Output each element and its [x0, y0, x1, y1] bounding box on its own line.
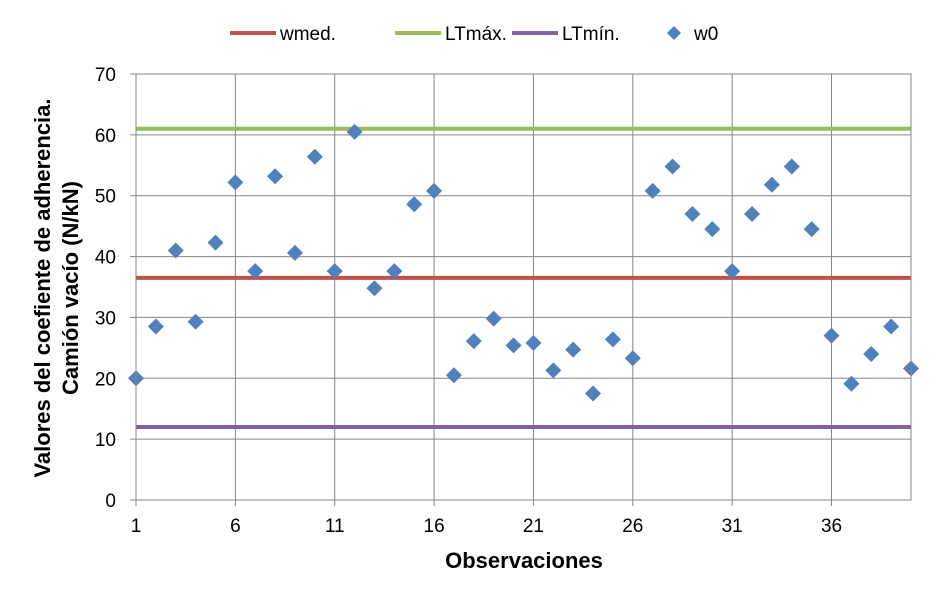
data-point — [386, 263, 403, 280]
data-point — [187, 313, 204, 330]
data-point — [823, 327, 840, 344]
reference-lines — [136, 126, 911, 429]
x-axis-title: Observaciones — [445, 548, 603, 573]
data-point — [227, 174, 244, 191]
data-point — [286, 244, 303, 261]
y-tick-label: 0 — [105, 491, 116, 512]
data-point — [406, 196, 423, 213]
x-tick-label: 16 — [424, 516, 445, 537]
data-point — [485, 310, 502, 327]
legend-label: LTmín. — [562, 24, 620, 45]
y-tick-label: 60 — [95, 126, 116, 147]
plot-border — [135, 73, 912, 501]
data-point — [346, 123, 363, 140]
data-point — [803, 221, 820, 238]
data-point — [585, 385, 602, 402]
data-point — [684, 205, 701, 222]
data-point — [207, 234, 224, 251]
legend-item: w0 — [667, 24, 718, 45]
data-point — [545, 362, 562, 379]
data-point — [326, 263, 343, 280]
y-tick-label: 10 — [95, 430, 116, 451]
data-point — [465, 333, 482, 350]
axes — [130, 73, 912, 506]
x-tick-label: 21 — [523, 516, 544, 537]
data-point — [247, 263, 264, 280]
legend-label: wmed. — [279, 24, 336, 45]
data-point — [505, 337, 522, 354]
x-tick-label: 36 — [821, 516, 842, 537]
y-tick-label: 50 — [95, 187, 116, 208]
data-point — [624, 350, 641, 367]
x-tick-label: 6 — [230, 516, 241, 537]
data-point — [167, 242, 184, 259]
data-points — [128, 123, 919, 402]
data-point — [843, 375, 860, 392]
data-point — [525, 334, 542, 351]
grid — [135, 73, 911, 501]
y-axis-title-line-2: Camión vacío (N/kN) — [58, 181, 83, 395]
data-point — [445, 367, 462, 384]
data-point — [604, 331, 621, 348]
data-point — [267, 168, 284, 185]
legend-item: LTmín. — [512, 24, 620, 45]
y-tick-label: 40 — [95, 248, 116, 269]
x-tick-label: 1 — [131, 516, 142, 537]
x-tick-label: 11 — [325, 516, 345, 537]
data-point — [744, 205, 761, 222]
data-point — [883, 318, 900, 335]
data-point — [366, 280, 383, 297]
data-point — [644, 182, 661, 199]
data-point — [565, 341, 582, 358]
legend-item: LTmáx. — [395, 24, 507, 45]
data-point — [763, 176, 780, 193]
y-tick-label: 20 — [95, 369, 116, 390]
legend-label: w0 — [693, 24, 718, 45]
x-tick-label: 31 — [722, 516, 743, 537]
data-point — [147, 318, 164, 335]
data-point — [426, 182, 443, 199]
y-tick-label: 70 — [95, 65, 116, 86]
data-point — [306, 148, 323, 165]
legend-item: wmed. — [230, 24, 336, 45]
data-point — [863, 345, 880, 362]
legend-swatch — [667, 26, 681, 40]
legend: wmed. LTmáx. LTmín. w0 — [230, 24, 718, 45]
legend-label: LTmáx. — [445, 24, 507, 45]
data-point — [724, 263, 741, 280]
y-axis-title-line-1: Valores del coefiente de adherencia. — [30, 98, 55, 477]
data-point — [704, 221, 721, 238]
data-point — [783, 158, 800, 175]
data-point — [664, 158, 681, 175]
y-tick-label: 30 — [95, 308, 116, 329]
x-tick-label: 26 — [622, 516, 643, 537]
